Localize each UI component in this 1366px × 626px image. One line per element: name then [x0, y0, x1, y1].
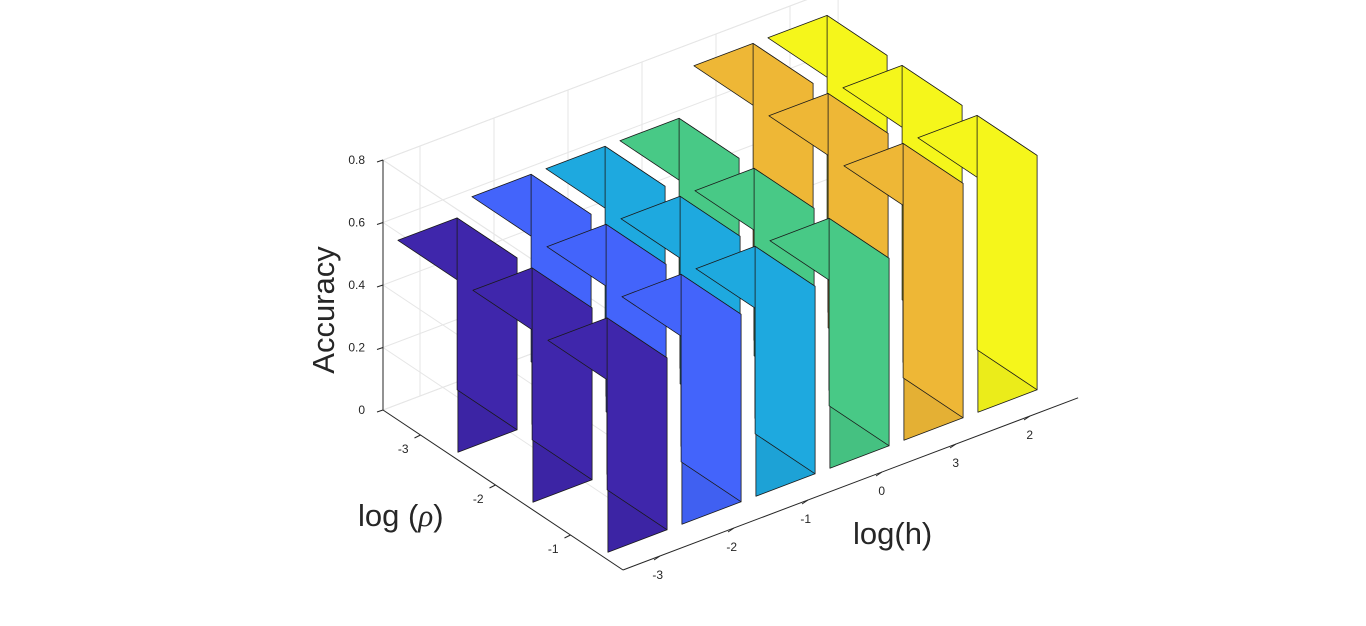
x-tick-mark	[727, 527, 735, 533]
bar-side	[976, 115, 1038, 391]
z-tick-mark	[376, 159, 384, 163]
bar-side	[531, 267, 593, 481]
bar-x1-y2	[621, 273, 742, 525]
bar-side	[680, 273, 742, 503]
bars-layer	[397, 14, 1038, 553]
y-tick-label: -1	[548, 542, 559, 556]
bar-side	[456, 217, 518, 431]
x-tick-label: 0	[878, 484, 885, 498]
x-tick-mark	[1023, 415, 1031, 421]
bar-x2-y2	[695, 245, 816, 497]
y-tick-mark	[489, 484, 496, 489]
y-axis-label-prefix: log (	[358, 498, 419, 533]
x-tick-mark	[653, 555, 661, 561]
bar-x0-y1	[472, 267, 593, 503]
z-tick-mark	[376, 222, 384, 225]
z-axis-label: Accuracy	[306, 246, 341, 374]
z-tick-label: 0.4	[348, 278, 365, 292]
y-axis-label-symbol: ρ	[417, 498, 433, 533]
x-axis-line	[622, 397, 1079, 571]
x-tick-label: -3	[652, 568, 663, 582]
y-tick-label: -3	[398, 442, 409, 456]
x-tick-label: 2	[1026, 428, 1033, 442]
y-axis-line	[382, 409, 624, 571]
bar-x3-y2	[769, 217, 890, 469]
y-tick-label: -2	[473, 492, 484, 506]
x-tick-mark	[949, 443, 957, 449]
bar-x5-y2	[917, 115, 1038, 413]
y-tick-mark	[564, 534, 571, 539]
bar-side	[754, 245, 816, 475]
bar-x0-y2	[547, 317, 668, 553]
y-axis-label-suffix: )	[433, 498, 443, 533]
y-tick-mark	[414, 434, 421, 439]
z-tick-label: 0.6	[348, 216, 365, 230]
z-tick-mark	[376, 347, 384, 350]
z-tick-label: 0	[358, 403, 365, 417]
bar-side	[606, 317, 668, 531]
z-tick-mark	[376, 284, 384, 288]
x-tick-label: 3	[952, 456, 959, 470]
x-tick-mark	[875, 471, 883, 477]
z-tick-mark	[376, 409, 384, 413]
y-axis-label: log (ρ)	[358, 498, 444, 533]
x-tick-label: -2	[726, 540, 737, 554]
x-axis-label: log(h)	[853, 516, 932, 551]
z-tick-label: 0.2	[348, 341, 365, 355]
x-tick-label: -1	[800, 512, 811, 526]
bar-side	[902, 142, 964, 419]
tick-layer: 0 0.2 0.4 0.6 0.8 -3 -2 -1 -3 -2 -1 0 3 2	[348, 153, 1033, 582]
bar-side	[828, 217, 890, 447]
z-tick-label: 0.8	[348, 153, 365, 167]
x-tick-mark	[801, 499, 809, 505]
bar-x4-y2	[843, 142, 964, 441]
